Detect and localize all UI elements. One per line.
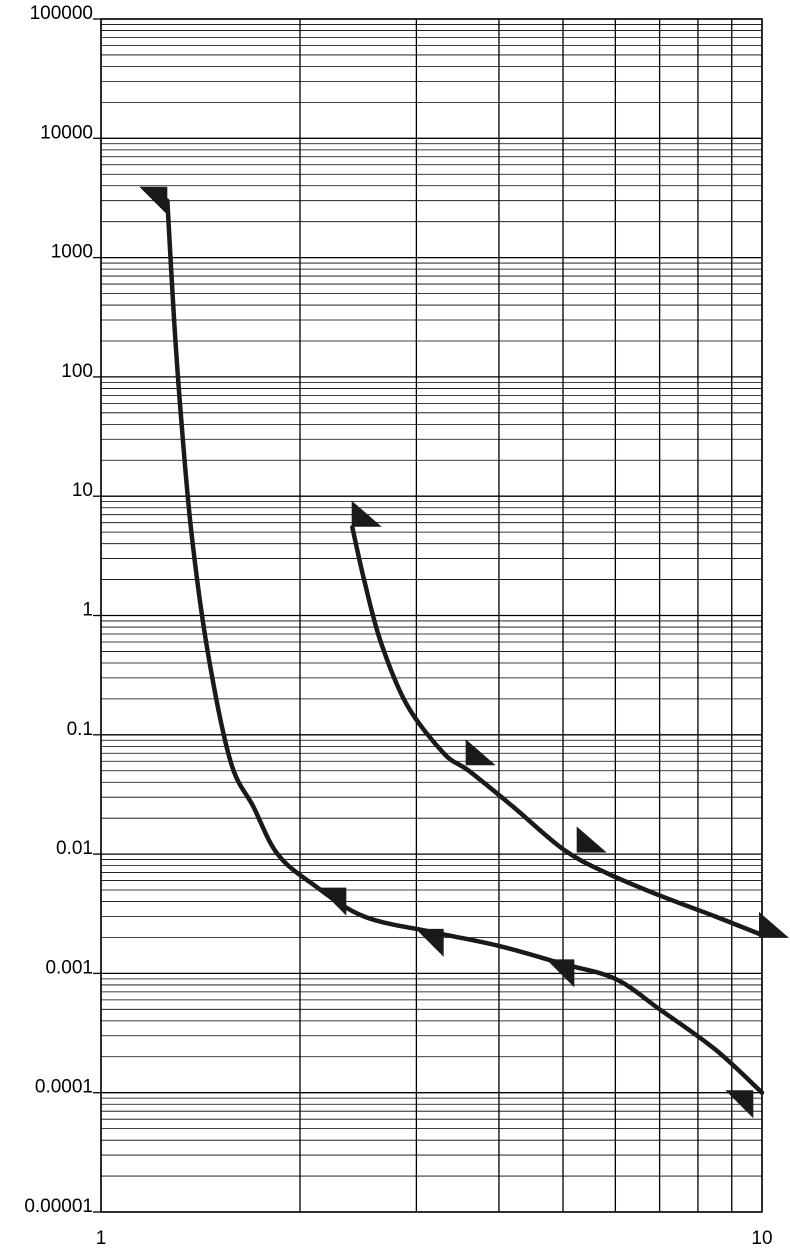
series-1-marker: [415, 928, 444, 957]
marker-layer: [139, 186, 789, 1119]
y-tick-label: 100000: [30, 3, 93, 24]
x-axis-tick-labels: 1 10: [96, 1228, 773, 1249]
y-tick-label: 0.1: [67, 719, 93, 740]
y-axis-tick-labels: 100000 10000 1000 100 10 1 0.1 0.01 0.001 0.0001 0…: [24, 3, 101, 1217]
y-tick-label: 0.001: [45, 957, 93, 978]
y-tick-label: 0.00001: [24, 1196, 93, 1217]
series-1-line: [165, 198, 765, 1095]
x-tick-label: 10: [751, 1228, 772, 1249]
y-tick-label: 10: [72, 480, 93, 501]
series-1-marker: [725, 1090, 754, 1119]
y-tick-label: 1000: [51, 242, 93, 263]
y-tick-label: 100: [61, 361, 93, 382]
y-tick-label: 0.0001: [35, 1077, 93, 1098]
series-layer: [165, 198, 765, 1095]
series-1-marker: [139, 186, 168, 215]
series-2-marker: [759, 911, 789, 938]
series-2-marker: [576, 826, 607, 853]
series-2-line: [350, 524, 765, 938]
y-tick-label: 0.01: [56, 838, 93, 859]
series-2-marker: [465, 739, 496, 766]
series-2-marker: [351, 500, 382, 527]
series-1-marker: [546, 959, 575, 988]
y-tick-label: 10000: [40, 122, 93, 143]
series-1-marker: [318, 887, 347, 916]
x-tick-label: 1: [96, 1228, 107, 1249]
y-tick-label: 1: [82, 600, 93, 621]
